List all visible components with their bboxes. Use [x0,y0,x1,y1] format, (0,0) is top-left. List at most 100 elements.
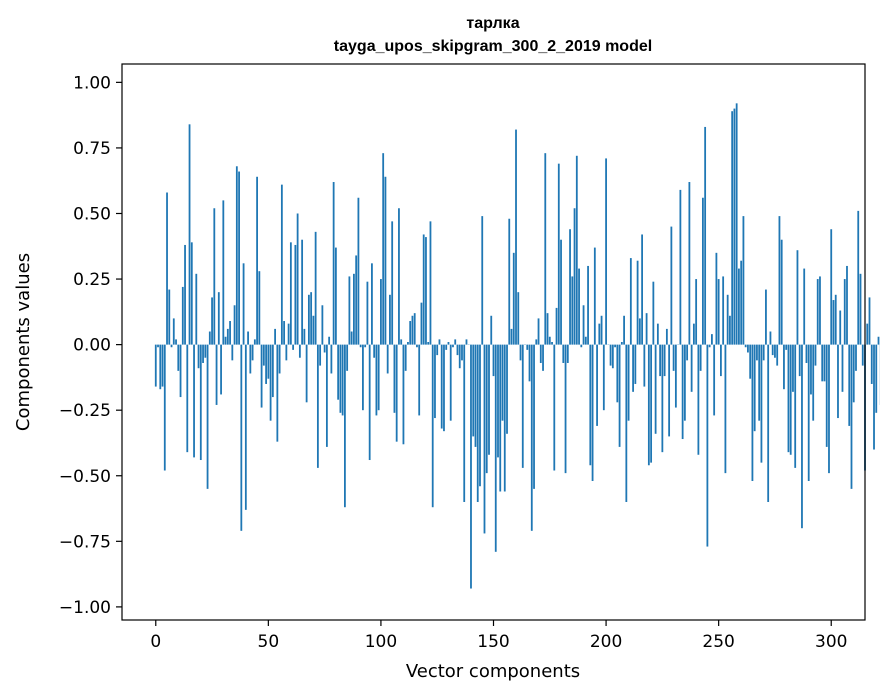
bar [634,344,637,384]
x-axis-label: Vector components [406,661,580,682]
bar [681,344,684,440]
bar [215,344,218,405]
bar [589,344,592,466]
bar [713,344,716,416]
bar [805,344,808,363]
bar [679,189,682,345]
bar [436,344,439,356]
x-tick-label: 100 [365,632,397,652]
bar [271,344,274,398]
bar [409,321,412,345]
bar [177,344,180,371]
bar [672,344,675,371]
bar [530,344,533,531]
bar [861,344,864,366]
bar [656,323,659,345]
bar [539,344,542,363]
bar [161,344,164,387]
bar [839,310,842,345]
bar [346,344,349,371]
bar [508,218,511,345]
bar [431,344,434,508]
bar [816,279,819,345]
bar [341,344,344,416]
bar [330,344,333,374]
bar [499,344,502,492]
bar [454,339,457,345]
bar [211,297,213,345]
y-tick-label: 0.00 [73,336,111,356]
bar [242,263,245,345]
bar [337,344,340,400]
bar [584,336,587,345]
x-tick-label: 0 [150,632,161,652]
bar [771,344,774,356]
bar [269,344,272,421]
bar [819,276,821,345]
bar [769,331,772,345]
bar [474,344,477,447]
bar [506,344,508,434]
bar [443,344,445,432]
bar [157,344,159,348]
bar [596,344,598,426]
bar [744,344,747,348]
bar [566,344,569,363]
bar [188,124,191,345]
bar [260,344,263,408]
bar [726,294,729,345]
y-axis-ticks: −1.00 −0.75 −0.50 −0.25 0.00 0.25 0.50 0.75 1.00 [59,73,122,618]
bar [404,344,407,371]
bar [848,344,851,426]
bar [510,328,513,345]
bar [688,182,691,345]
y-tick-label: 1.00 [73,73,111,93]
bar [668,344,671,437]
bar [783,344,785,390]
bar [247,331,249,345]
bar [226,328,229,345]
bar [537,318,540,345]
bar [483,344,486,534]
bar [877,336,880,345]
bar [699,344,702,371]
bar [747,344,749,353]
bar [184,244,186,345]
bar [438,339,441,345]
bar [490,315,493,345]
bar [857,210,860,345]
bar [447,342,450,345]
bar [778,216,781,345]
bar [418,344,421,416]
bar [654,344,657,434]
x-tick-label: 300 [815,632,847,652]
bar [481,216,484,345]
bar [391,221,394,345]
bar [400,339,403,345]
bar [573,208,576,345]
bar [197,344,200,369]
bar [461,344,463,361]
x-tick-label: 250 [702,632,734,652]
bar [238,171,240,345]
bar [521,344,524,468]
bar [312,315,315,345]
bar [564,344,567,474]
bar [837,344,839,419]
bar [821,344,824,382]
bar [285,344,288,361]
bar [546,313,549,345]
bar [569,229,571,345]
bar [636,260,639,345]
bar [348,276,351,345]
bar [321,305,324,345]
bar [560,239,562,345]
bar [244,344,247,510]
bar [280,184,283,345]
bar [650,344,653,463]
bar [251,344,254,361]
bar [199,344,202,461]
bar [206,344,209,489]
bar [472,344,475,437]
bar [731,111,734,345]
